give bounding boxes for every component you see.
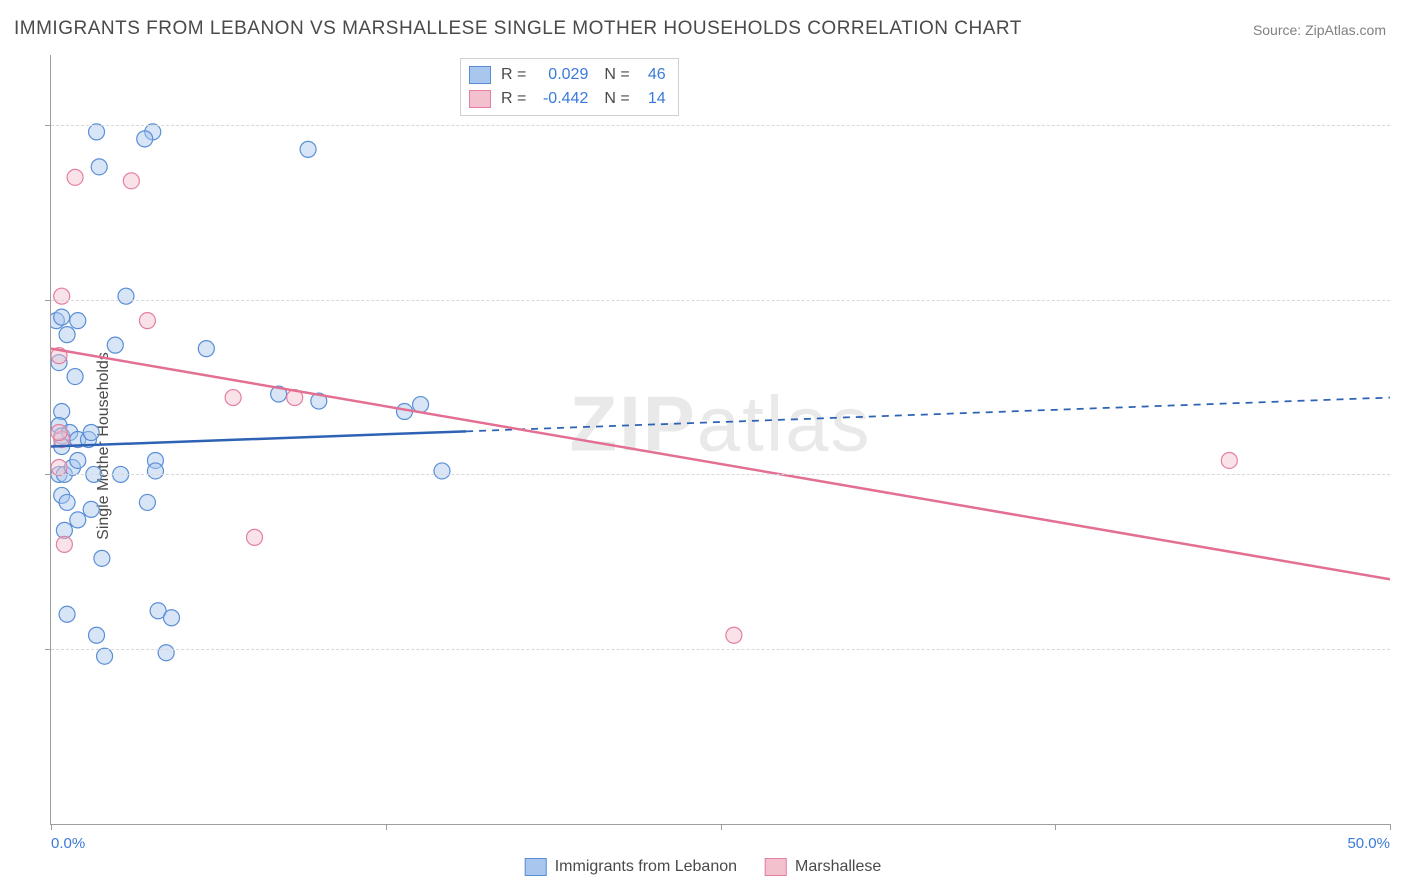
data-point <box>70 452 86 468</box>
data-point <box>726 627 742 643</box>
regression-line <box>51 431 466 446</box>
data-point <box>70 313 86 329</box>
y-tick-mark <box>45 649 51 650</box>
data-point <box>70 512 86 528</box>
legend-item: Immigrants from Lebanon <box>525 858 737 876</box>
plot-area: ZIPatlas 2.5%5.0%7.5%10.0%0.0%50.0% <box>50 55 1390 825</box>
data-point <box>91 159 107 175</box>
data-point <box>158 645 174 661</box>
data-point <box>198 341 214 357</box>
data-point <box>67 169 83 185</box>
data-point <box>247 529 263 545</box>
legend-swatch <box>765 858 787 876</box>
data-point <box>118 288 134 304</box>
data-point <box>94 550 110 566</box>
gridline <box>51 300 1390 301</box>
legend-swatch <box>469 90 491 108</box>
stat-n-label: N = <box>604 87 629 111</box>
data-point <box>89 627 105 643</box>
chart-title: IMMIGRANTS FROM LEBANON VS MARSHALLESE S… <box>14 18 1022 40</box>
data-point <box>59 606 75 622</box>
legend-row: R =-0.442 N = 14 <box>469 87 666 111</box>
x-tick-label: 0.0% <box>51 835 85 852</box>
data-point <box>139 494 155 510</box>
y-tick-mark <box>45 125 51 126</box>
data-point <box>51 425 67 441</box>
data-point <box>300 141 316 157</box>
stat-r-label: R = <box>501 87 526 111</box>
data-point <box>139 313 155 329</box>
data-point <box>54 404 70 420</box>
data-point <box>107 337 123 353</box>
data-point <box>434 463 450 479</box>
x-tick-mark <box>386 824 387 830</box>
data-point <box>83 425 99 441</box>
data-point <box>1221 452 1237 468</box>
data-point <box>54 288 70 304</box>
gridline <box>51 649 1390 650</box>
gridline <box>51 474 1390 475</box>
stat-r-value: -0.442 <box>532 87 588 111</box>
legend-label: Immigrants from Lebanon <box>555 858 737 876</box>
legend-item: Marshallese <box>765 858 881 876</box>
data-point <box>137 131 153 147</box>
legend-swatch <box>469 66 491 84</box>
stat-n-value: 14 <box>636 87 666 111</box>
data-point <box>59 327 75 343</box>
data-point <box>225 390 241 406</box>
scatter-svg <box>51 55 1390 824</box>
source-label: Source: ZipAtlas.com <box>1253 22 1386 38</box>
stat-n-label: N = <box>604 63 629 87</box>
data-point <box>67 369 83 385</box>
gridline <box>51 125 1390 126</box>
y-tick-mark <box>45 300 51 301</box>
data-point <box>97 648 113 664</box>
regression-line-dashed <box>466 398 1390 432</box>
legend-label: Marshallese <box>795 858 881 876</box>
correlation-legend: R =0.029 N = 46 R =-0.442 N = 14 <box>460 58 679 116</box>
x-tick-mark <box>721 824 722 830</box>
chart-container: IMMIGRANTS FROM LEBANON VS MARSHALLESE S… <box>0 0 1406 892</box>
data-point <box>59 494 75 510</box>
legend-swatch <box>525 858 547 876</box>
series-legend: Immigrants from Lebanon Marshallese <box>525 858 882 876</box>
data-point <box>147 463 163 479</box>
x-tick-mark <box>1055 824 1056 830</box>
data-point <box>56 536 72 552</box>
data-point <box>89 124 105 140</box>
data-point <box>83 501 99 517</box>
y-tick-mark <box>45 474 51 475</box>
data-point <box>54 309 70 325</box>
legend-row: R =0.029 N = 46 <box>469 63 666 87</box>
data-point <box>123 173 139 189</box>
x-tick-mark <box>1390 824 1391 830</box>
stat-n-value: 46 <box>636 63 666 87</box>
data-point <box>51 459 67 475</box>
data-point <box>164 610 180 626</box>
x-tick-mark <box>51 824 52 830</box>
stat-r-value: 0.029 <box>532 63 588 87</box>
x-tick-label: 50.0% <box>1347 835 1390 852</box>
stat-r-label: R = <box>501 63 526 87</box>
